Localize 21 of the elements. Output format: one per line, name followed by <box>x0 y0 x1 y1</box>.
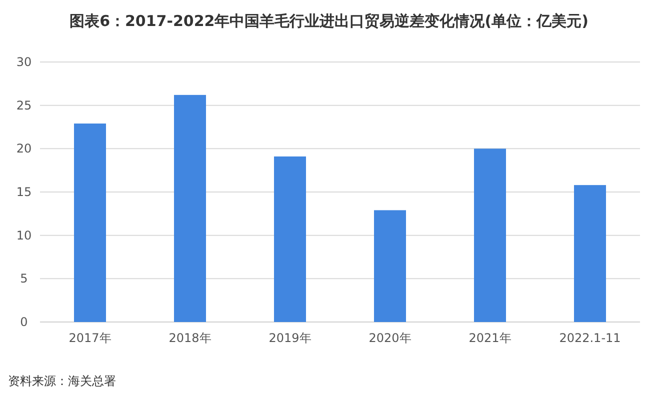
x-tick-label: 2021年 <box>468 331 512 345</box>
bar <box>74 124 106 322</box>
bar <box>174 94 206 322</box>
y-tick-label: 10 <box>16 228 32 242</box>
y-tick-label: 20 <box>16 142 32 156</box>
text: 资料来源：海关总署 <box>8 374 116 388</box>
y-tick-label: 30 <box>16 55 32 69</box>
chart-title: 图表6：2017-2022年中国羊毛行业进出口贸易逆差变化情况(单位：亿美元) <box>70 12 588 30</box>
y-tick-label: 0 <box>20 315 28 329</box>
y-tick-label: 5 <box>20 272 28 286</box>
y-tick-label: 15 <box>16 185 32 199</box>
bar <box>474 148 506 322</box>
bar <box>374 210 406 322</box>
x-tick-label: 2017年 <box>68 331 112 345</box>
bar <box>574 185 606 322</box>
x-tick-label: 2019年 <box>268 331 312 345</box>
bar <box>274 156 306 322</box>
x-tick-label: 2022.1-11 <box>559 331 621 345</box>
x-tick-label: 2018年 <box>168 331 212 345</box>
y-tick-label: 25 <box>16 98 32 112</box>
x-tick-label: 2020年 <box>368 331 412 345</box>
